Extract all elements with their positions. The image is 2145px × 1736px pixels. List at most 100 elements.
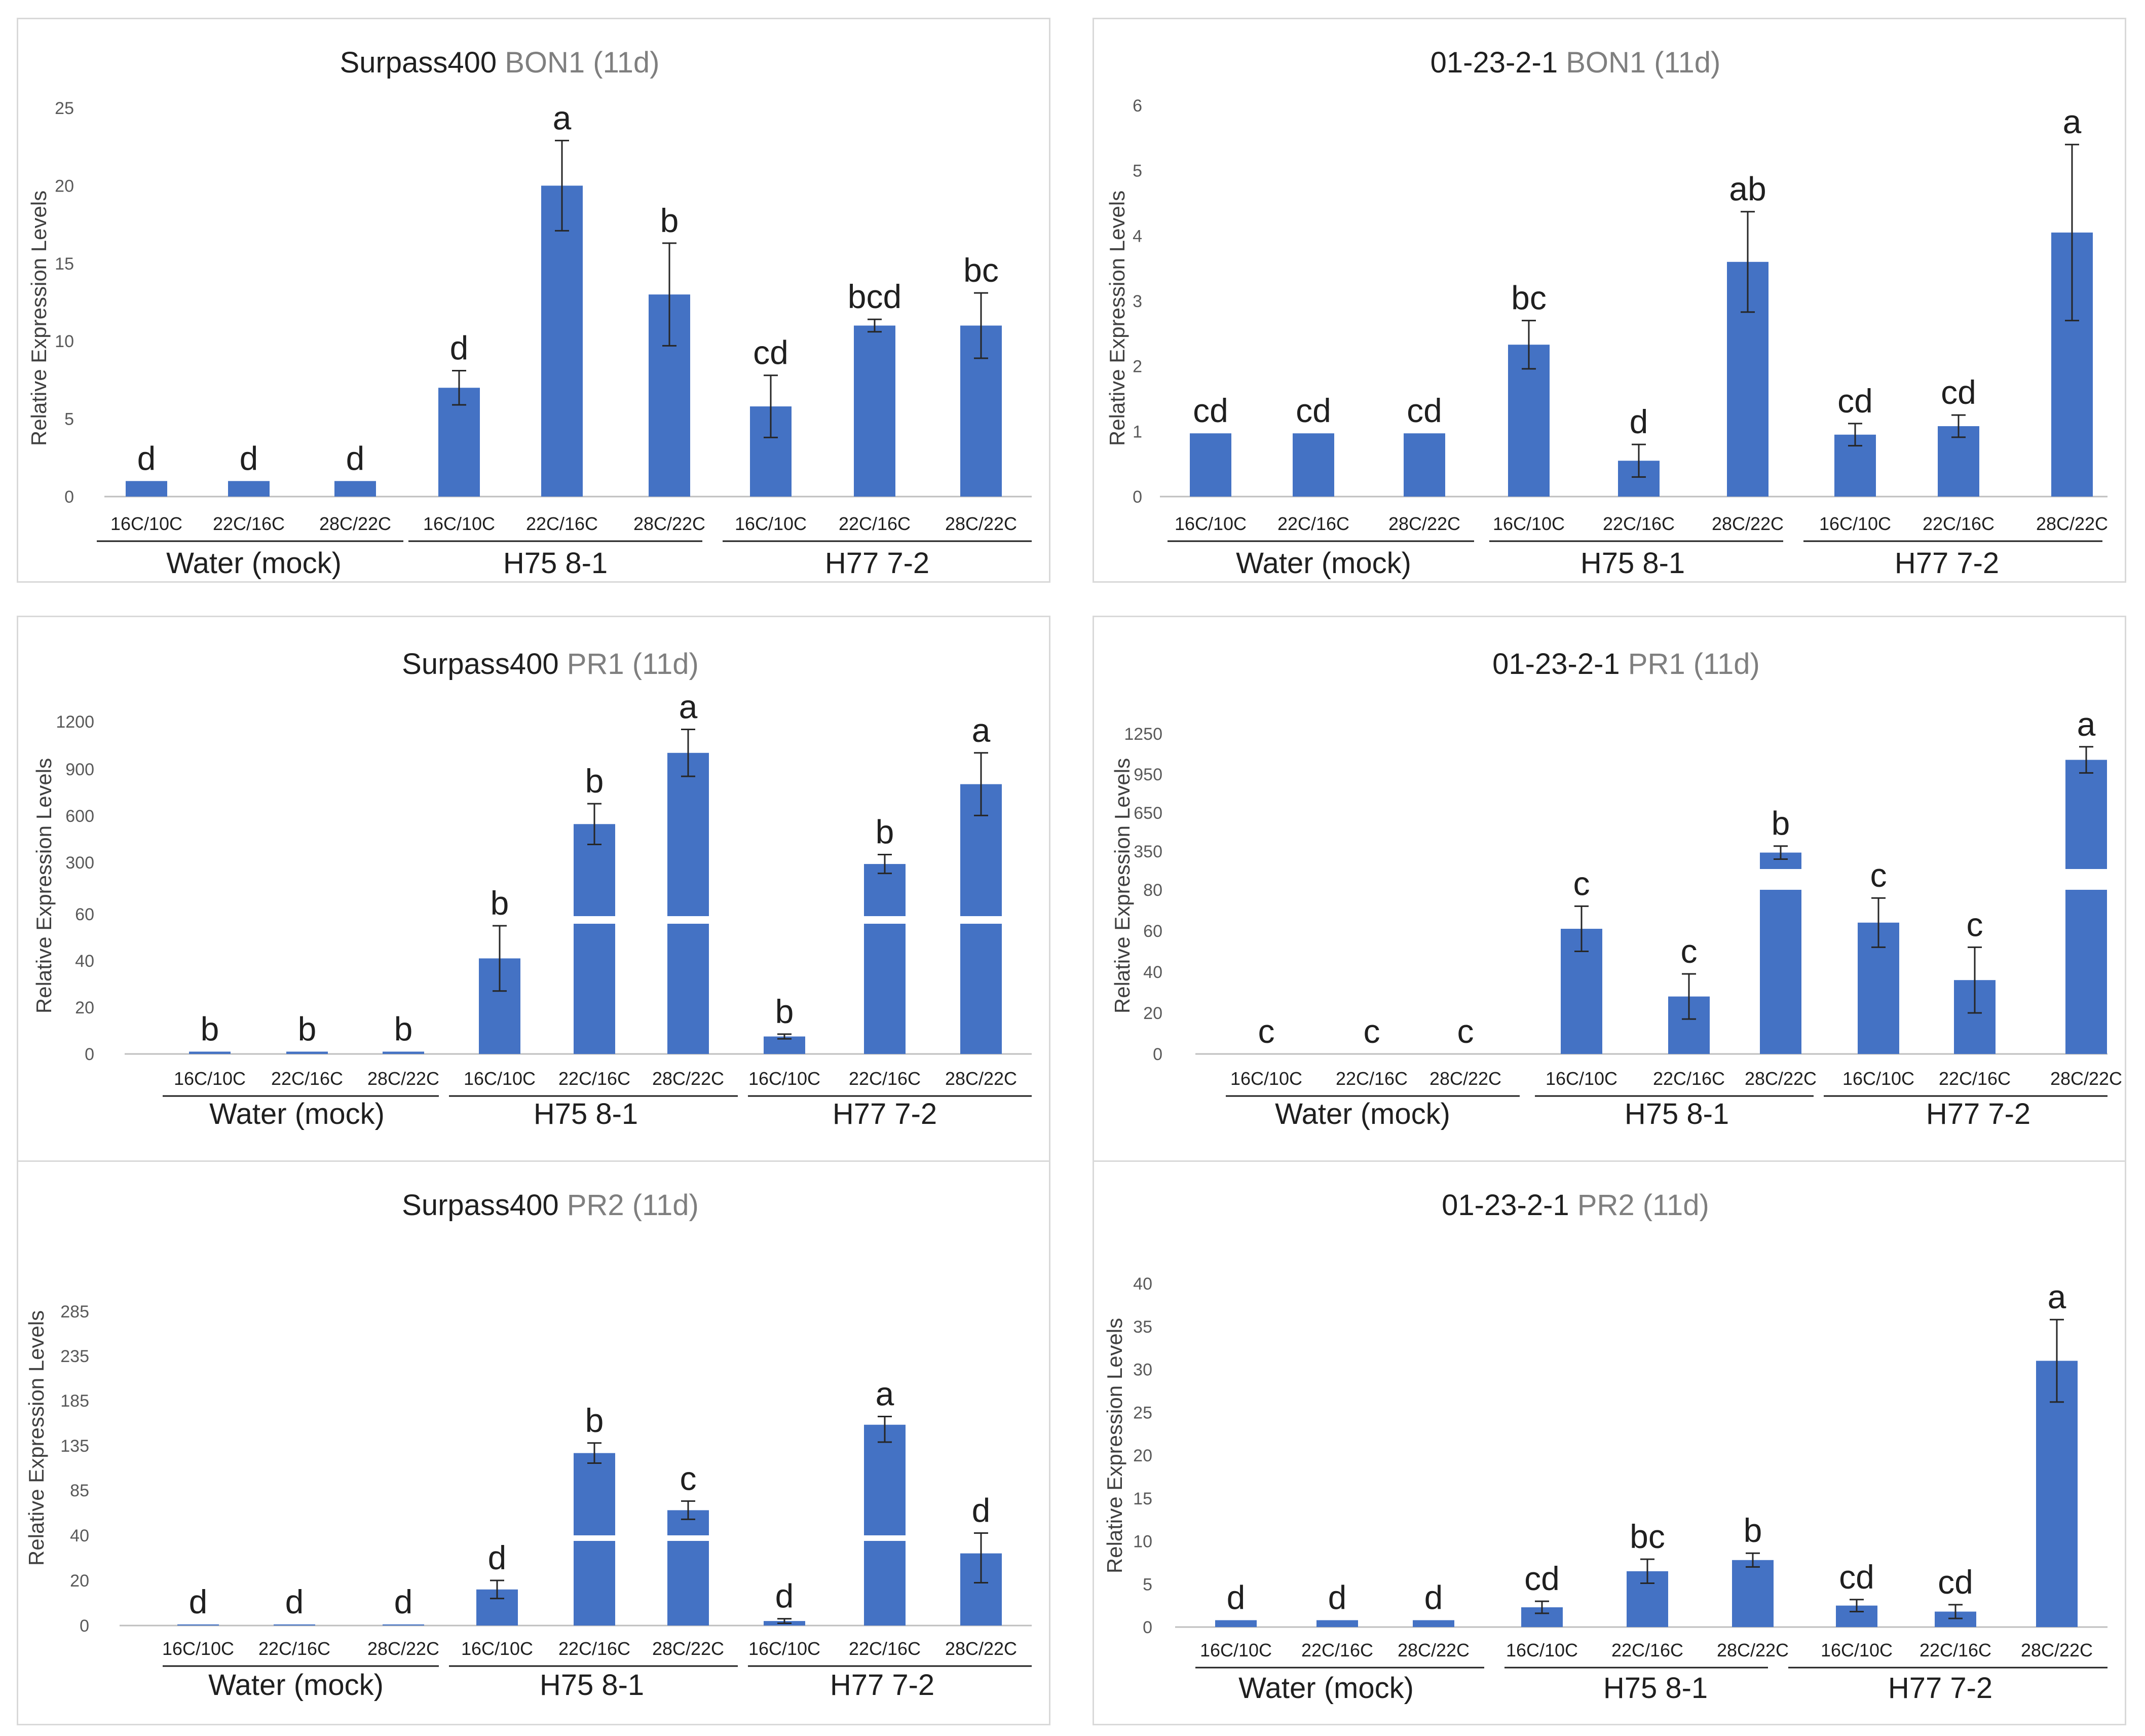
x-tick-label: 28C/22C	[1745, 1068, 1817, 1089]
y-tick-label: 300	[65, 853, 94, 873]
x-tick-label: 28C/22C	[367, 1638, 439, 1659]
x-tick-label: 28C/22C	[945, 1638, 1017, 1659]
x-tick-label: 28C/22C	[319, 513, 391, 534]
x-tick-label: 22C/16C	[849, 1068, 921, 1089]
x-tick-label: 28C/22C	[945, 1068, 1017, 1089]
significance-letter: d	[189, 1583, 208, 1620]
y-tick-label: 40	[1133, 1274, 1152, 1294]
group-label: H77 7-2	[1926, 1098, 2030, 1130]
y-tick-label: 80	[1143, 881, 1162, 900]
significance-letter: d	[240, 439, 258, 477]
y-tick-label: 5	[1143, 1575, 1152, 1594]
x-tick-label: 16C/10C	[1493, 513, 1565, 534]
axis-break-gap	[1759, 869, 1802, 890]
bar	[1316, 1620, 1358, 1627]
x-tick-label: 16C/10C	[1230, 1068, 1302, 1089]
bar	[854, 325, 895, 497]
y-tick-label: 20	[55, 176, 74, 196]
x-tick-label: 22C/16C	[1277, 513, 1349, 534]
x-tick-label: 16C/10C	[1546, 1068, 1617, 1089]
x-tick-label: 22C/16C	[1939, 1068, 2011, 1089]
y-axis-label: Relative Expression Levels	[1103, 1318, 1126, 1573]
y-tick-label: 35	[1133, 1317, 1152, 1337]
y-axis-label: Relative Expression Levels	[32, 758, 56, 1013]
chart-title: 01-23-2-1 BON1 (11d)	[1431, 46, 1721, 79]
x-tick-label: 28C/22C	[1717, 1640, 1789, 1660]
x-tick-label: 22C/16C	[213, 513, 285, 534]
y-tick-label: 0	[1133, 487, 1142, 507]
group-label: Water (mock)	[209, 1098, 385, 1130]
significance-letter: b	[660, 202, 679, 239]
significance-letter: a	[972, 711, 991, 749]
x-tick-label: 22C/16C	[1336, 1068, 1408, 1089]
x-tick-label: 16C/10C	[1175, 513, 1247, 534]
x-tick-label: 28C/22C	[1388, 513, 1460, 534]
y-tick-label: 15	[1133, 1489, 1152, 1508]
y-tick-label: 350	[1134, 842, 1162, 861]
bar	[189, 1051, 231, 1054]
significance-letter: cd	[753, 334, 788, 371]
significance-letter: bc	[1511, 279, 1547, 317]
x-tick-label: 28C/22C	[945, 513, 1017, 534]
bar	[1293, 433, 1334, 497]
y-axis-label: Relative Expression Levels	[1105, 191, 1129, 446]
y-tick-label: 20	[1143, 1004, 1162, 1023]
significance-letter: cd	[1941, 373, 1976, 411]
bar	[541, 185, 583, 497]
y-tick-label: 3	[1133, 292, 1142, 311]
y-tick-label: 1250	[1124, 725, 1162, 744]
bar	[383, 1051, 424, 1054]
x-tick-label: 22C/16C	[839, 513, 911, 534]
y-tick-label: 135	[60, 1437, 89, 1456]
significance-letter: d	[394, 1583, 413, 1620]
y-tick-label: 40	[1143, 963, 1162, 982]
significance-letter: d	[775, 1577, 794, 1615]
x-tick-label: 16C/10C	[748, 1068, 820, 1089]
chart-panel-surpass400-pr1: Surpass400 PR1 (11d) Relative Expression …	[17, 616, 1050, 1181]
significance-letter: a	[2048, 1278, 2066, 1315]
bar	[126, 481, 167, 497]
y-tick-label: 950	[1134, 765, 1162, 784]
bar	[667, 752, 709, 1054]
y-tick-label: 0	[1153, 1045, 1162, 1064]
axis-break-gap	[863, 1535, 907, 1541]
x-tick-label: 28C/22C	[2050, 1068, 2122, 1089]
y-tick-label: 0	[64, 487, 74, 507]
axis-break-gap	[863, 916, 907, 924]
significance-letter: bc	[1630, 1518, 1665, 1555]
bar	[574, 824, 615, 1054]
significance-letter: d	[1227, 1578, 1246, 1616]
bar	[334, 481, 376, 497]
axis-break-gap	[666, 916, 710, 924]
chart-svg: Surpass400 PR1 (11d) Relative Expression …	[32, 648, 1032, 1130]
group-label: H75 8-1	[1580, 547, 1685, 580]
axis-break-gap	[573, 1535, 616, 1541]
chart-title: Surpass400 PR2 (11d)	[402, 1189, 699, 1222]
y-tick-label: 650	[1134, 804, 1162, 823]
x-tick-label: 22C/16C	[1603, 513, 1675, 534]
chart-panel-01-23-2-1-pr2: 01-23-2-1 PR2 (11d) Relative Expression L…	[1093, 1160, 2126, 1725]
bar	[864, 864, 906, 1054]
y-tick-label: 0	[1143, 1618, 1152, 1637]
chart-title: 01-23-2-1 PR1 (11d)	[1492, 648, 1760, 681]
y-tick-label: 1200	[56, 712, 94, 732]
group-label: H77 7-2	[833, 1098, 937, 1130]
significance-letter: b	[491, 884, 509, 922]
x-tick-label: 16C/10C	[110, 513, 182, 534]
y-tick-label: 10	[55, 332, 74, 351]
significance-letter: bc	[963, 251, 999, 289]
significance-letter: d	[137, 439, 156, 477]
significance-letter: a	[553, 99, 572, 136]
bar	[274, 1624, 315, 1626]
group-label: H75 8-1	[540, 1669, 644, 1702]
x-tick-label: 28C/22C	[2021, 1640, 2093, 1660]
x-tick-label: 22C/16C	[271, 1068, 343, 1089]
y-tick-label: 285	[60, 1302, 89, 1322]
group-label: Water (mock)	[1236, 547, 1411, 580]
significance-letter: cd	[1193, 392, 1228, 429]
chart-title: Surpass400 BON1 (11d)	[340, 46, 660, 79]
x-tick-label: 22C/16C	[1653, 1068, 1725, 1089]
y-tick-label: 0	[80, 1616, 89, 1636]
y-tick-label: 235	[60, 1347, 89, 1366]
y-axis-label: Relative Expression Levels	[24, 1310, 48, 1566]
